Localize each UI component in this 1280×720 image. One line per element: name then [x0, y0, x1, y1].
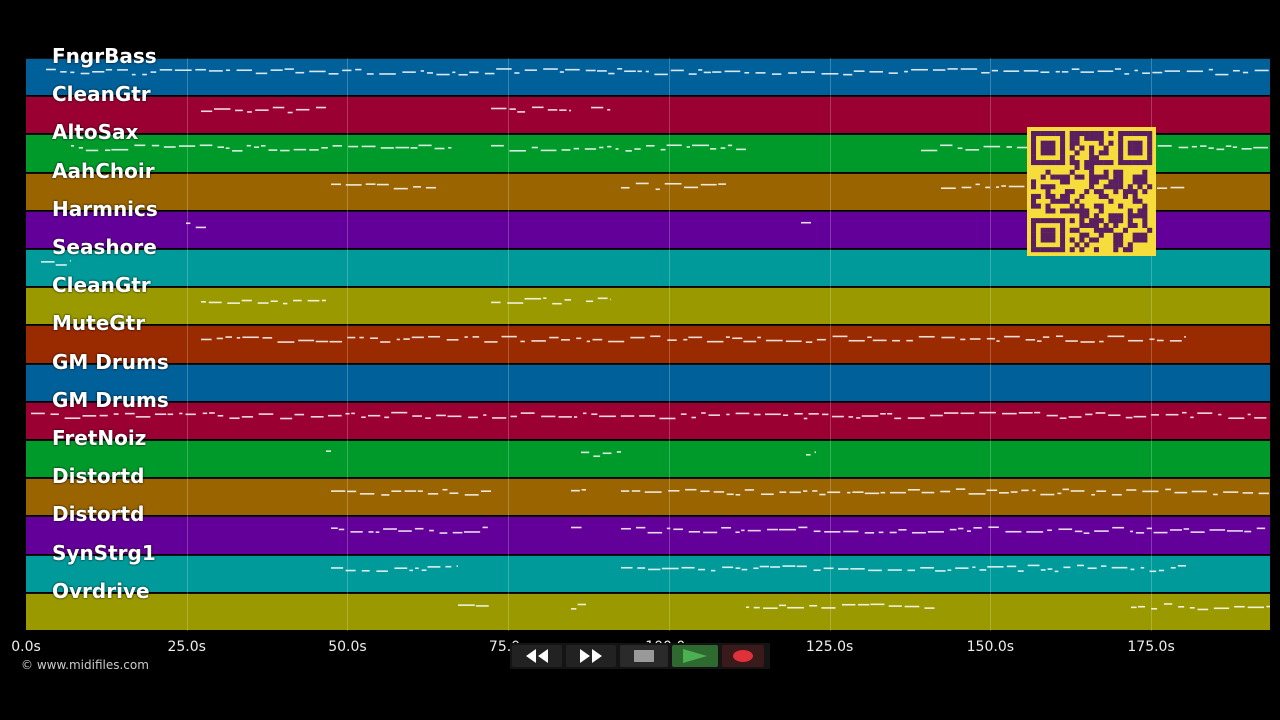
- track-name: GM Drums: [52, 349, 169, 374]
- track-lane: [26, 363, 1270, 401]
- track-name: Ovrdrive: [52, 578, 150, 603]
- track-lane: [26, 554, 1270, 592]
- track-lane: [26, 592, 1270, 630]
- rewind-button[interactable]: [512, 645, 562, 667]
- track-name: SynStrg1: [52, 540, 156, 565]
- track-name: Distortd: [52, 464, 145, 489]
- track-name: GM Drums: [52, 387, 169, 412]
- track-lane: [26, 325, 1270, 363]
- fast-forward-button[interactable]: [566, 645, 616, 667]
- time-tick-label: 150.0s: [966, 639, 1015, 655]
- track-name: CleanGtr: [52, 82, 151, 107]
- qr-code-icon: [1027, 127, 1156, 256]
- copyright-text: © www.midifiles.com: [21, 658, 149, 672]
- time-tick-label: 25.0s: [167, 639, 206, 655]
- track-name: CleanGtr: [52, 273, 151, 298]
- track-name: Distortd: [52, 502, 145, 527]
- track-name: Seashore: [52, 235, 157, 259]
- stop-icon: [634, 650, 654, 662]
- record-button[interactable]: [722, 645, 764, 667]
- track-lane: [26, 58, 1270, 96]
- rewind-icon: [526, 649, 548, 663]
- transport-bar: [510, 643, 770, 669]
- fast-forward-icon: [580, 649, 602, 663]
- track-lane: [26, 478, 1270, 516]
- record-icon: [733, 650, 753, 662]
- track-name: MuteGtr: [52, 311, 146, 336]
- play-button[interactable]: [672, 645, 718, 667]
- track-lane: [26, 440, 1270, 478]
- time-tick-label: 125.0s: [805, 639, 854, 655]
- track-lane: [26, 401, 1270, 439]
- play-icon: [683, 649, 707, 663]
- track-name: FretNoiz: [52, 426, 147, 450]
- track-name: AltoSax: [52, 120, 139, 145]
- time-tick-label: 0.0s: [11, 639, 41, 655]
- track-name: Harmnics: [52, 196, 158, 221]
- track-name: AahChoir: [52, 158, 155, 183]
- track-lane: [26, 516, 1270, 554]
- track-lane: [26, 287, 1270, 325]
- time-tick-label: 50.0s: [328, 639, 367, 655]
- stop-button[interactable]: [620, 645, 668, 667]
- time-tick-label: 175.0s: [1127, 639, 1175, 655]
- track-name: FngrBass: [52, 44, 157, 68]
